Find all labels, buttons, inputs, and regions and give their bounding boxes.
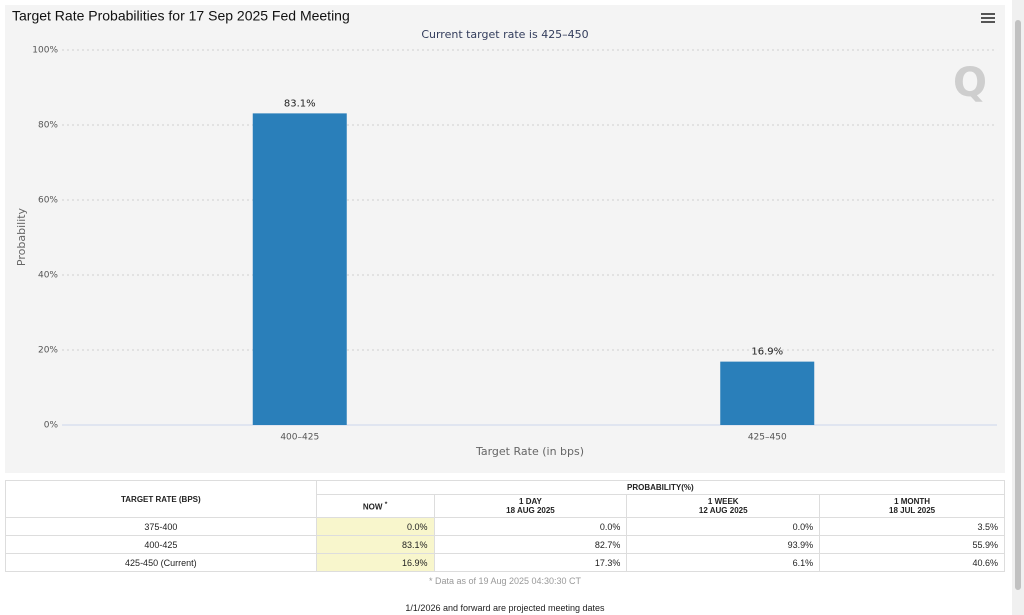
column-date: 18 AUG 2025 — [506, 506, 555, 515]
scrollbar-thumb[interactable] — [1015, 20, 1021, 590]
table-row: 400-425 83.1% 82.7% 93.9% 55.9% — [5, 535, 1005, 554]
rate-cell: 400-425 — [5, 535, 317, 554]
column-header: 1 DAY 18 AUG 2025 — [433, 494, 628, 518]
column-header: NOW * — [315, 494, 435, 518]
probability-cell: 83.1% — [315, 535, 435, 554]
chart: Target Rate Probabilities for 17 Sep 202… — [5, 5, 1005, 473]
logo: Q — [953, 60, 987, 106]
column-date: 18 JUL 2025 — [889, 506, 936, 515]
y-tick-label: 100% — [32, 46, 58, 56]
y-tick-label: 40% — [38, 271, 58, 281]
column-header: 1 WEEK 12 AUG 2025 — [626, 494, 821, 518]
data-label: 83.1% — [284, 98, 316, 109]
chart-panel — [5, 5, 1005, 473]
table-row: 375-400 0.0% 0.0% 0.0% 3.5% — [5, 517, 1005, 536]
table-row: 425-450 (Current) 16.9% 17.3% 6.1% 40.6% — [5, 553, 1005, 572]
probability-cell: 16.9% — [315, 553, 435, 572]
probability-cell: 6.1% — [626, 553, 821, 572]
x-axis-title: Target Rate (in bps) — [475, 445, 584, 458]
probability-cell: 82.7% — [433, 535, 628, 554]
chart-subtitle: Current target rate is 425–450 — [421, 28, 588, 41]
probability-cell: 93.9% — [626, 535, 821, 554]
probability-cell: 40.6% — [819, 553, 1005, 572]
svg-text:Q: Q — [953, 60, 987, 106]
probability-cell: 0.0% — [315, 517, 435, 536]
y-tick-label: 20% — [38, 346, 58, 356]
chart-title: Target Rate Probabilities for 17 Sep 202… — [12, 8, 350, 24]
probability-cell: 17.3% — [433, 553, 628, 572]
column-note: * — [384, 500, 388, 508]
bar — [252, 113, 347, 425]
probability-table: TARGET RATE (BPS) PROBABILITY(%) NOW * 1… — [5, 480, 1006, 589]
note: 1/1/2026 and forward are projected meeti… — [405, 603, 605, 613]
probability-cell: 0.0% — [433, 517, 628, 536]
rate-cell: 375-400 — [5, 517, 317, 536]
y-tick-label: 0% — [44, 421, 59, 431]
probability-cell: 55.9% — [819, 535, 1005, 554]
rate-cell: 425-450 (Current) — [5, 553, 317, 572]
footnote: * Data as of 19 Aug 2025 04:30:30 CT — [428, 575, 582, 586]
header-rate: TARGET RATE (BPS) — [5, 480, 317, 518]
y-tick-label: 60% — [38, 196, 58, 206]
y-axis-title: Probability — [15, 207, 28, 266]
probability-cell: 3.5% — [819, 517, 1005, 536]
data-label: 16.9% — [751, 347, 783, 358]
table-body: 375-400 0.0% 0.0% 0.0% 3.5% 400-425 83.1% 82.7%… — [5, 517, 1005, 572]
menu-button[interactable] — [981, 13, 995, 23]
column-label: NOW — [362, 502, 383, 512]
bar — [720, 361, 815, 425]
column-label: 1 MONTH — [894, 497, 931, 506]
column-date: 12 AUG 2025 — [698, 506, 748, 515]
header-probability: PROBABILITY(%) — [315, 480, 1006, 495]
column-label: 1 WEEK — [707, 497, 739, 506]
column-header: 1 MONTH 18 JUL 2025 — [819, 494, 1005, 518]
column-label: 1 DAY — [519, 497, 542, 506]
y-tick-label: 80% — [38, 121, 58, 131]
probability-cell: 0.0% — [626, 517, 821, 536]
x-tick-label: 425–450 — [748, 433, 787, 443]
x-tick-label: 400–425 — [280, 433, 319, 443]
